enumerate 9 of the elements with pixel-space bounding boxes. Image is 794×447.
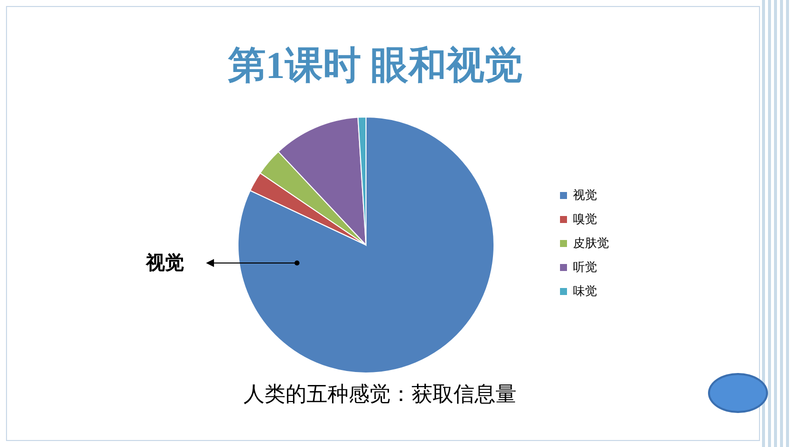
chart-title: 第1课时 眼和视觉: [226, 44, 524, 89]
legend-label: 嗅觉: [573, 210, 597, 228]
legend-label: 视觉: [573, 186, 597, 204]
pie-slice: [238, 116, 494, 374]
legend-label: 皮肤觉: [573, 234, 609, 252]
legend-label: 味觉: [573, 282, 597, 300]
text: 人类的五种感觉：获取信息量: [242, 381, 518, 408]
legend-label: 听觉: [573, 258, 597, 276]
text: 视觉: [146, 251, 184, 276]
